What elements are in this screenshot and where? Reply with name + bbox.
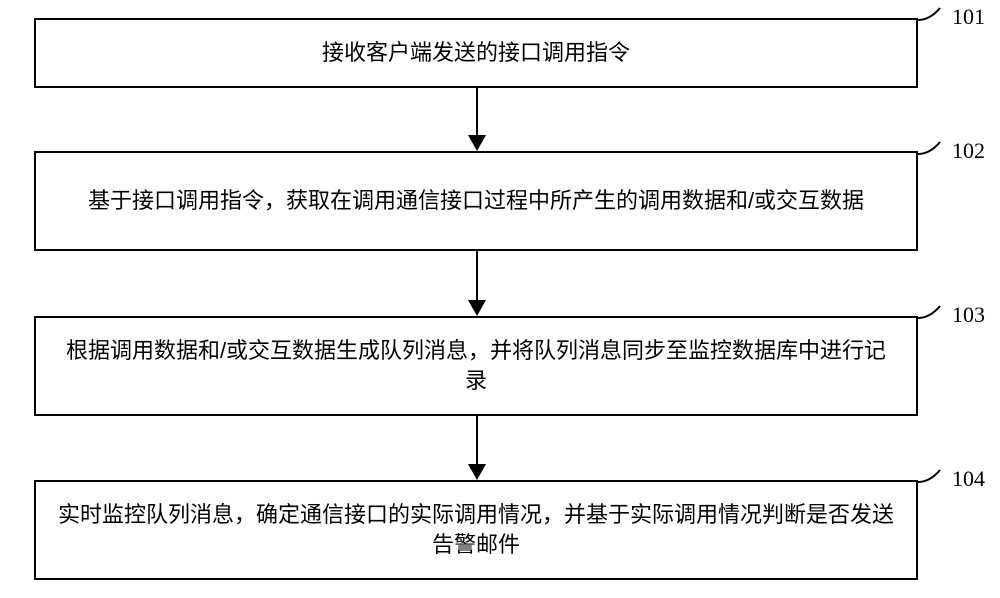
step-101-label: 101 [952, 4, 985, 30]
leader-102 [918, 138, 948, 158]
arrow-102-103-head [468, 300, 486, 316]
step-102-box: 基于接口调用指令，获取在调用通信接口过程中所产生的调用数据和/或交互数据 [34, 151, 918, 251]
step-101-text: 接收客户端发送的接口调用指令 [322, 38, 630, 68]
step-103-label: 103 [952, 302, 985, 328]
step-104-text: 实时监控队列消息，确定通信接口的实际调用情况，并基于实际调用情况判断是否发送告警… [56, 500, 896, 559]
step-104-label: 104 [952, 466, 985, 492]
arrow-101-102-head [468, 135, 486, 151]
leader-104 [918, 466, 948, 486]
step-102-label: 102 [952, 138, 985, 164]
arrow-103-104-head [468, 464, 486, 480]
leader-103 [918, 302, 948, 322]
step-101-box: 接收客户端发送的接口调用指令 [34, 18, 918, 88]
flowchart-canvas: 接收客户端发送的接口调用指令 101 基于接口调用指令，获取在调用通信接口过程中… [0, 0, 1000, 598]
step-103-text: 根据调用数据和/或交互数据生成队列消息，并将队列消息同步至监控数据库中进行记录 [56, 336, 896, 395]
step-104-box: 实时监控队列消息，确定通信接口的实际调用情况，并基于实际调用情况判断是否发送告警… [34, 480, 918, 580]
leader-101 [918, 4, 948, 24]
arrow-101-102-line [476, 88, 478, 135]
step-102-text: 基于接口调用指令，获取在调用通信接口过程中所产生的调用数据和/或交互数据 [88, 186, 864, 216]
step-103-box: 根据调用数据和/或交互数据生成队列消息，并将队列消息同步至监控数据库中进行记录 [34, 316, 918, 416]
arrow-103-104-line [476, 416, 478, 464]
arrow-102-103-line [476, 251, 478, 300]
